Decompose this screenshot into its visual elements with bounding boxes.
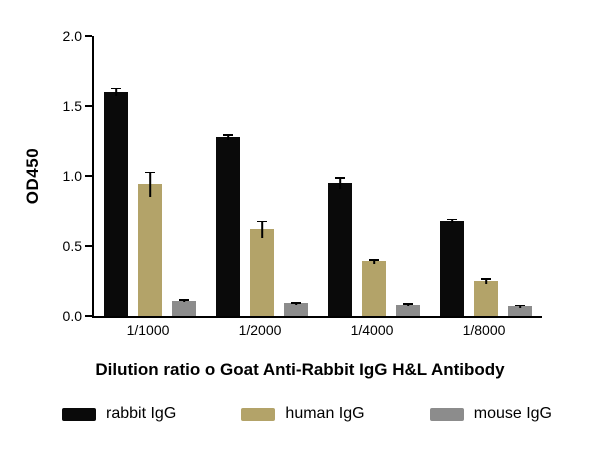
bar-slot [474, 36, 498, 316]
error-bar [369, 259, 379, 264]
legend-label: human IgG [285, 405, 365, 422]
error-bar [481, 278, 491, 284]
error-bar [257, 220, 267, 238]
bar-rabbit-igg-1-1000 [104, 92, 128, 316]
bar-slot [250, 36, 274, 316]
bar-mouse-igg-1-1000 [172, 300, 196, 316]
legend-swatch-mouse-igg [429, 407, 464, 421]
error-bar [515, 304, 525, 308]
y-tick-label: 0.0 [62, 308, 82, 324]
bar-human-igg-1-1000 [138, 184, 162, 316]
bar-mouse-igg-1-8000 [508, 306, 532, 316]
bar-group-1-4000 [318, 36, 430, 316]
y-tick-label: 2.0 [62, 28, 82, 44]
legend-item-human-igg: human IgG [241, 405, 365, 423]
y-tick-mark [85, 175, 92, 177]
bar-slot [396, 36, 420, 316]
bar-rabbit-igg-1-4000 [328, 183, 352, 316]
bar-slot [508, 36, 532, 316]
bar-slot [172, 36, 196, 316]
bar-slot [138, 36, 162, 316]
y-tick-label: 1.0 [62, 168, 82, 184]
bar-group-1-2000 [206, 36, 318, 316]
x-axis-title: Dilution ratio o Goat Anti-Rabbit IgG H&… [95, 360, 505, 379]
error-bar [223, 134, 233, 140]
bar-human-igg-1-4000 [362, 261, 386, 316]
legend-swatch-human-igg [241, 407, 276, 421]
legend-item-rabbit-igg: rabbit IgG [62, 405, 176, 423]
bar-slot [328, 36, 352, 316]
x-tick-label-1-4000: 1/4000 [350, 322, 394, 338]
bar-rabbit-igg-1-2000 [216, 136, 240, 316]
x-tick-label-1-2000: 1/2000 [238, 322, 282, 338]
x-tick-label-1-8000: 1/8000 [462, 322, 506, 338]
bar-mouse-igg-1-2000 [284, 303, 308, 316]
bar-slot [216, 36, 240, 316]
bar-slot [440, 36, 464, 316]
y-tick-mark [85, 35, 92, 37]
bar-slot [362, 36, 386, 316]
bar-human-igg-1-8000 [474, 281, 498, 316]
legend: rabbit IgG human IgG mouse IgG [62, 405, 552, 423]
legend-swatch-rabbit-igg [62, 407, 96, 421]
error-bar [447, 218, 457, 223]
plot-area: OD450 0.0 0.5 1.0 1.5 2.0 [23, 28, 542, 324]
error-bar [403, 303, 413, 307]
bar-group-1-1000 [94, 36, 206, 316]
x-tick-label-1-1000: 1/1000 [126, 322, 170, 338]
bar-slot [284, 36, 308, 316]
error-bar [335, 177, 345, 189]
y-tick-mark [85, 315, 92, 317]
error-bar [179, 298, 189, 303]
bar-rabbit-igg-1-8000 [440, 220, 464, 316]
y-tick-label: 0.5 [62, 238, 82, 254]
legend-label: rabbit IgG [106, 405, 177, 422]
x-axis-tick-labels: 1/1000 1/2000 1/4000 1/8000 [92, 322, 540, 338]
bar-human-igg-1-2000 [250, 229, 274, 316]
y-tick-label: 1.5 [62, 98, 82, 114]
error-bar [145, 171, 155, 197]
bar-group-1-8000 [430, 36, 542, 316]
legend-item-mouse-igg: mouse IgG [429, 405, 552, 423]
y-tick-mark [85, 245, 92, 247]
y-tick-mark [85, 105, 92, 107]
legend-label: mouse IgG [473, 405, 552, 422]
error-bar [111, 87, 121, 97]
bar-mouse-igg-1-4000 [396, 304, 420, 316]
bar-slot [104, 36, 128, 316]
error-bar [291, 301, 301, 305]
